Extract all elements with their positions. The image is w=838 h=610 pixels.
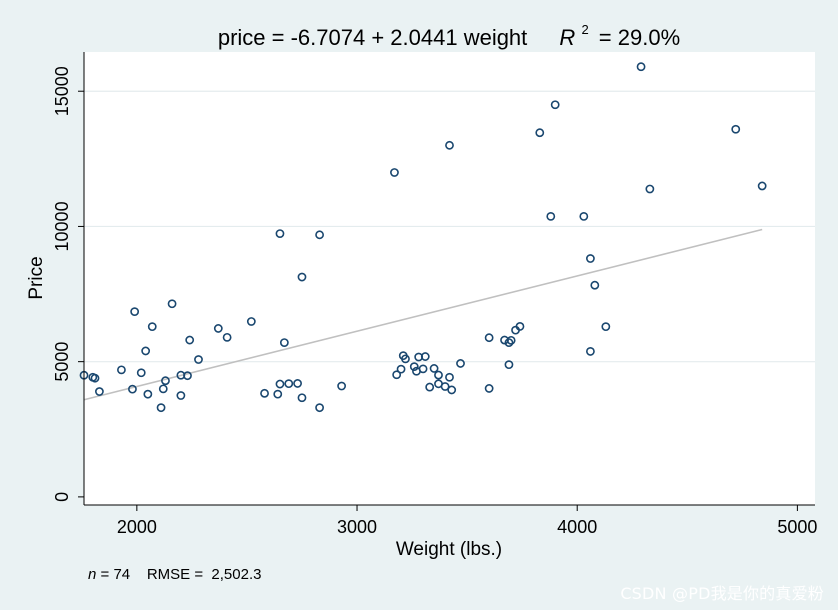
- data-point: [117, 365, 126, 375]
- data-point: [447, 385, 457, 395]
- data-point: [279, 338, 289, 347]
- data-point: [425, 382, 435, 392]
- data-point: [95, 387, 104, 396]
- data-point: [315, 403, 324, 413]
- data-point: [185, 335, 195, 345]
- plot-area: [84, 52, 815, 505]
- y-tick-label: 5000: [52, 342, 72, 382]
- data-point: [757, 181, 767, 191]
- data-point: [213, 324, 223, 333]
- data-point: [590, 280, 600, 290]
- data-point: [194, 355, 203, 364]
- data-point: [484, 384, 494, 393]
- data-point: [586, 347, 595, 356]
- data-point: [484, 333, 494, 343]
- data-point: [147, 322, 157, 332]
- axes: [83, 52, 815, 506]
- data-point: [731, 124, 741, 134]
- data-point: [506, 335, 516, 345]
- data-point: [293, 379, 302, 388]
- data-point: [260, 388, 269, 398]
- data-point: [130, 307, 140, 317]
- y-tick-label: 10000: [52, 201, 72, 251]
- data-point: [504, 338, 514, 347]
- title-r2-value: = 29.0%: [599, 25, 680, 50]
- data-point: [504, 360, 514, 370]
- data-point: [601, 322, 611, 332]
- ticks: 2000 3000 4000 5000 0 5000 10000 15000: [52, 66, 817, 537]
- title-r2-exponent: 2: [581, 22, 588, 37]
- data-point: [535, 128, 545, 138]
- data-point: [297, 393, 307, 403]
- gridlines: [84, 90, 815, 363]
- data-point: [183, 371, 192, 381]
- x-tick-label: 3000: [337, 517, 377, 537]
- data-point: [273, 389, 283, 399]
- data-point: [143, 389, 153, 399]
- data-point: [401, 354, 410, 364]
- data-point: [136, 368, 146, 378]
- data-point: [284, 379, 294, 389]
- y-tick-label: 15000: [52, 66, 72, 116]
- data-point: [645, 184, 655, 194]
- title-equation: price = -6.7074 + 2.0441 weight: [218, 25, 527, 50]
- watermark: CSDN @PD我是你的真爱粉: [620, 584, 824, 603]
- data-point: [246, 317, 256, 326]
- data-point: [222, 332, 232, 342]
- data-point: [392, 370, 402, 380]
- data-point: [456, 359, 465, 368]
- y-axis-title: Price: [26, 256, 47, 299]
- data-point: [158, 384, 168, 394]
- data-point: [297, 272, 307, 282]
- data-point: [434, 370, 443, 380]
- chart-title: price = -6.7074 + 2.0441 weight R 2 = 29…: [218, 14, 680, 50]
- data-point: [445, 140, 454, 150]
- fit-line: [83, 228, 763, 401]
- x-tick-label: 2000: [117, 517, 157, 537]
- data-point: [636, 62, 646, 72]
- data-point: [440, 382, 450, 391]
- data-point: [128, 384, 137, 394]
- data-point: [429, 364, 439, 373]
- data-point: [275, 379, 285, 389]
- data-point: [550, 100, 560, 110]
- data-point: [90, 373, 100, 383]
- data-point: [546, 211, 556, 221]
- footnote-rmse-label: RMSE =: [146, 566, 204, 583]
- data-point: [390, 168, 399, 177]
- data-point: [315, 230, 324, 240]
- data-point: [161, 376, 170, 386]
- footnote-n-value: = 74: [100, 566, 131, 583]
- footnote-rmse-value: 2,502.3: [211, 566, 262, 583]
- data-point: [420, 352, 430, 361]
- x-tick-label: 4000: [557, 517, 597, 537]
- data-point: [409, 362, 419, 372]
- footnote-n-label: n: [88, 566, 97, 583]
- footnote: n = 74 RMSE = 2,502.3: [88, 566, 261, 583]
- x-axis-title: Weight (lbs.): [396, 539, 502, 560]
- fit-line-group: [83, 228, 763, 401]
- data-point: [445, 372, 454, 382]
- data-point: [579, 212, 589, 221]
- data-point: [275, 229, 285, 239]
- data-point: [418, 364, 428, 374]
- data-point: [141, 346, 151, 356]
- data-point: [337, 381, 347, 391]
- data-point: [586, 254, 595, 263]
- y-tick-label: 0: [52, 492, 72, 502]
- data-point: [167, 299, 177, 309]
- data-point: [515, 322, 525, 331]
- x-tick-label: 5000: [777, 517, 817, 537]
- title-r2-label: R: [559, 25, 575, 50]
- data-point: [396, 364, 406, 374]
- data-point: [176, 391, 186, 400]
- data-point: [156, 403, 166, 413]
